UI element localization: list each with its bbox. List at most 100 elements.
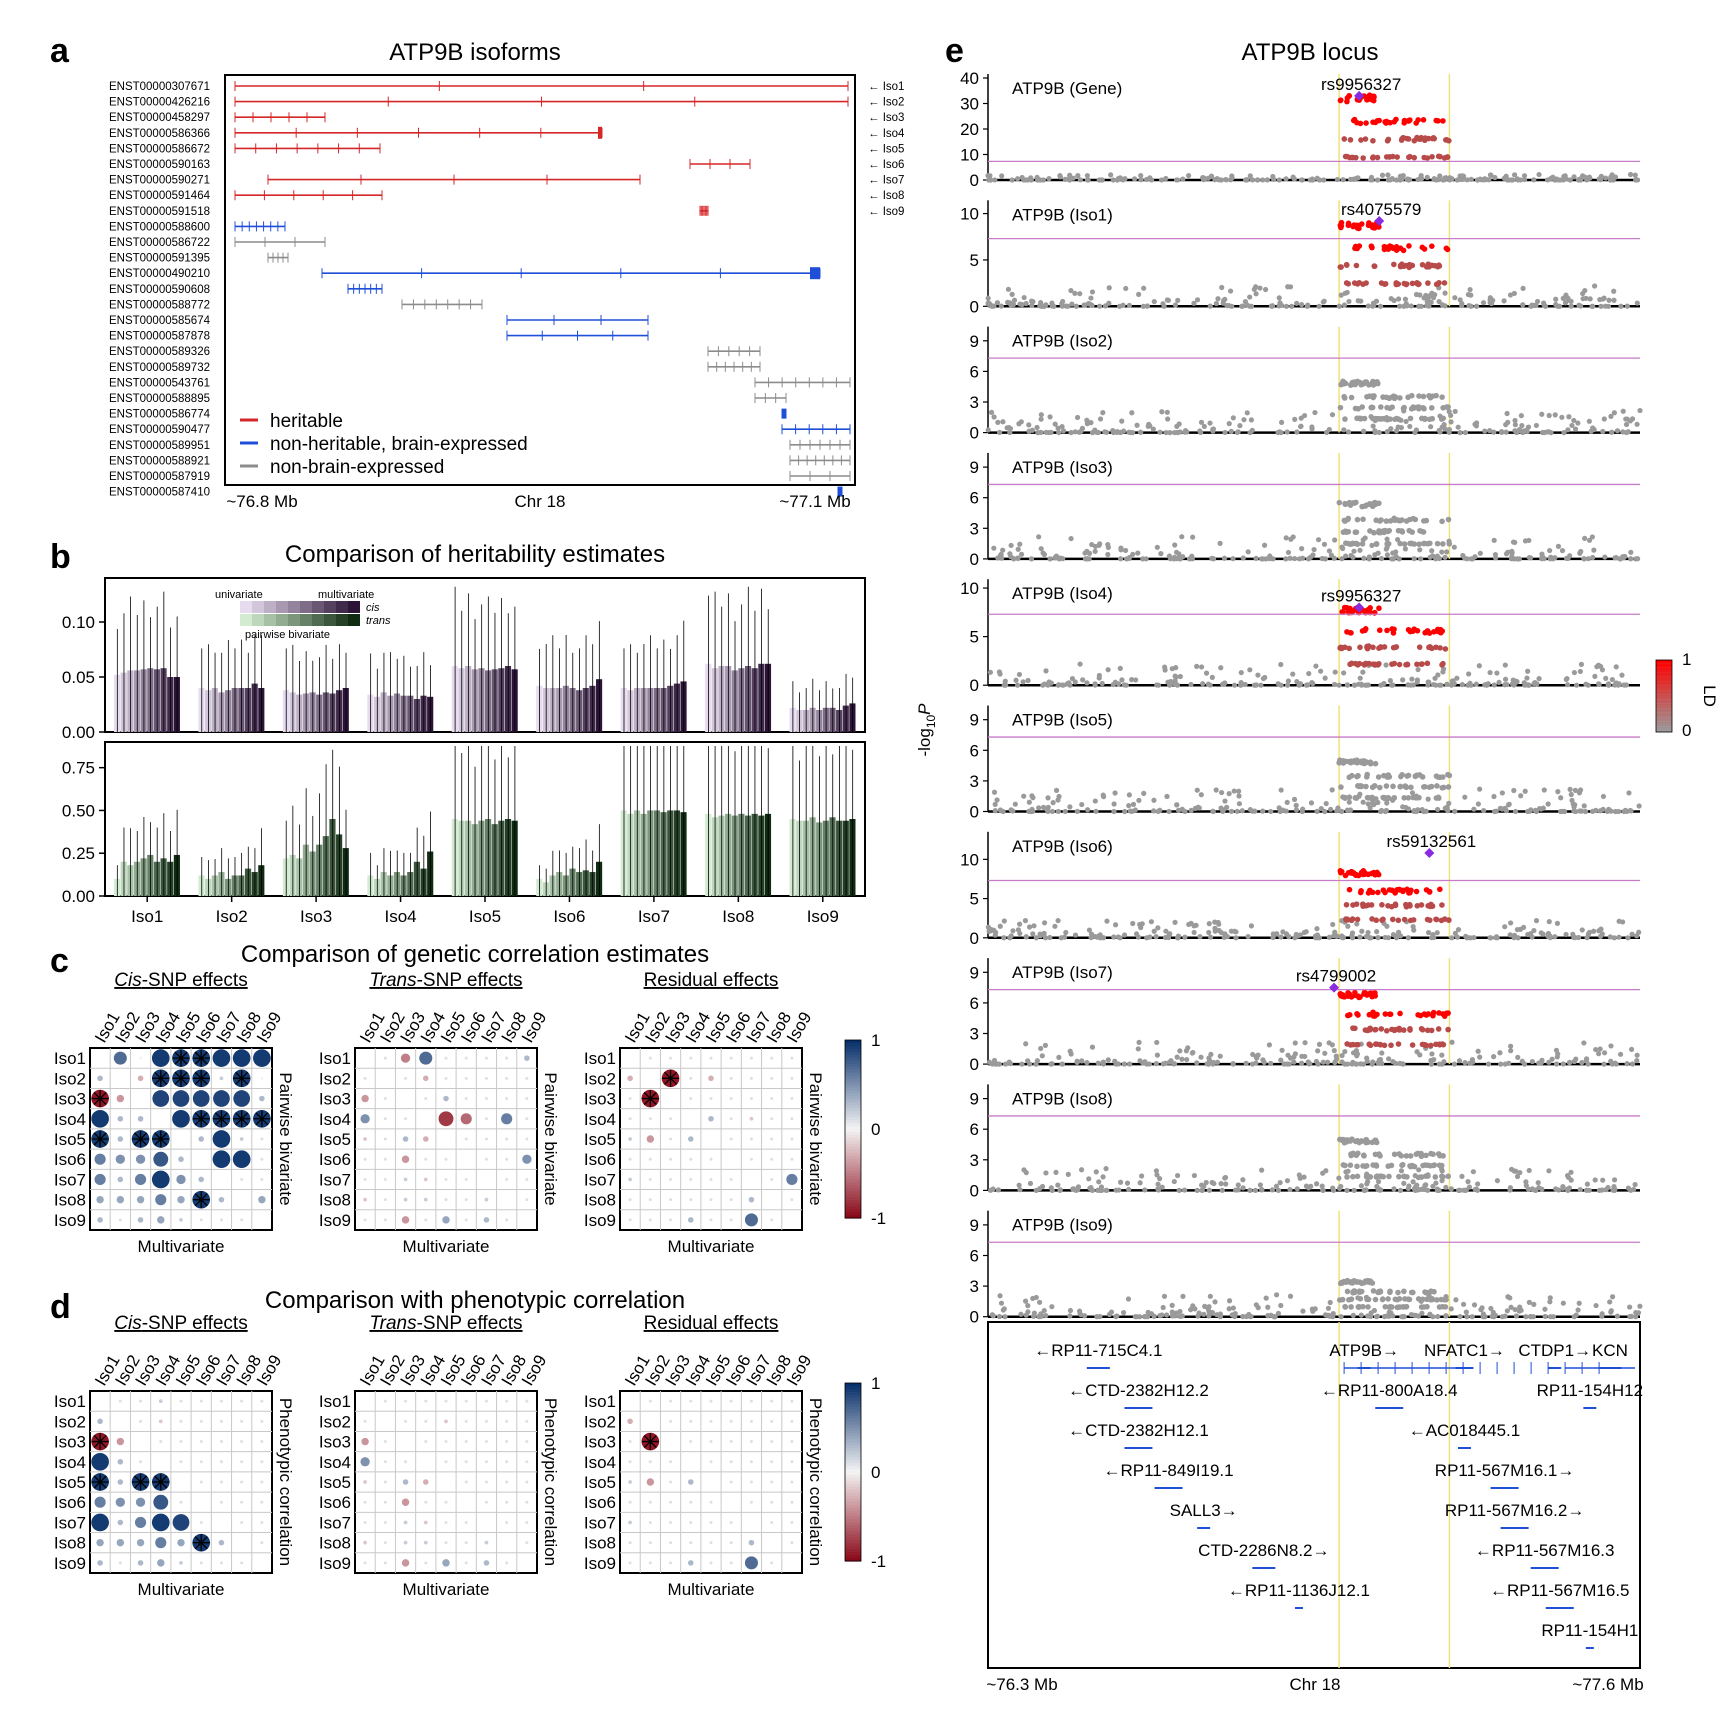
y-tick-label: 6: [970, 1120, 979, 1139]
colorbar-step: [845, 1480, 861, 1485]
snp-point: [1092, 427, 1098, 433]
snp-point: [1142, 1187, 1148, 1193]
snp-point: [1307, 554, 1314, 560]
row-label: Iso5: [54, 1473, 86, 1492]
snp-point: [1563, 176, 1569, 182]
snp-point: [1435, 795, 1442, 801]
snp-point: [1401, 916, 1408, 923]
snp-point: [1008, 554, 1014, 560]
snp-point: [1428, 405, 1435, 411]
matrix-ylabel: Phenotypic correlation: [806, 1398, 825, 1566]
corr-dot: [360, 1114, 370, 1124]
snp-point: [1381, 680, 1387, 687]
y-tick-label: 6: [970, 741, 979, 760]
snp-point: [1481, 807, 1487, 814]
snp-point: [1233, 935, 1239, 941]
snp-point: [1559, 414, 1565, 420]
snp-point: [1358, 221, 1365, 227]
snp-point: [1424, 174, 1430, 180]
row-label: Iso5: [54, 1130, 86, 1149]
snp-point: [1048, 429, 1054, 435]
snp-point: [1633, 1314, 1639, 1320]
corr-dot: [749, 1116, 754, 1121]
corr-dot: [749, 1460, 753, 1464]
snp-point: [1257, 1182, 1263, 1188]
colorbar-step: [845, 1397, 861, 1402]
snp-point: [1575, 1307, 1581, 1313]
snp-point: [1413, 120, 1419, 126]
snp-point: [1393, 116, 1399, 123]
snp-point: [1376, 627, 1383, 634]
corr-dot: [383, 1157, 387, 1161]
snp-point: [1144, 176, 1150, 183]
snp-point: [1342, 1162, 1348, 1169]
snp-point: [1397, 540, 1403, 547]
corr-dot: [422, 1075, 429, 1082]
snp-point: [1237, 423, 1243, 429]
snp-point: [1094, 934, 1100, 940]
snp-point: [1581, 556, 1587, 562]
snp-point: [1398, 1152, 1405, 1159]
snp-point: [1105, 541, 1111, 548]
colorbar-step: [845, 1146, 861, 1151]
snp-point: [1240, 1313, 1246, 1320]
snp-point: [1159, 409, 1165, 415]
snp-point: [1116, 1187, 1122, 1193]
snp-point: [1424, 298, 1430, 305]
corr-dot: [790, 1520, 794, 1524]
corr-dot: [505, 1076, 509, 1080]
corr-dot: [770, 1177, 774, 1181]
corr-dot: [152, 1090, 170, 1107]
corr-dot: [687, 1560, 694, 1566]
snp-point: [1163, 928, 1169, 934]
snp-point: [1028, 556, 1035, 562]
snp-point: [1079, 1058, 1085, 1064]
snp-point: [1385, 1296, 1391, 1302]
isoform-label: ← Iso1: [868, 81, 904, 93]
snp-point: [1430, 1009, 1437, 1016]
snp-point: [1347, 807, 1353, 814]
snp-point: [1541, 787, 1547, 793]
snp-point: [1561, 429, 1567, 436]
snp-point: [1207, 303, 1213, 309]
snp-point: [1201, 423, 1207, 430]
row-label: Iso8: [584, 1191, 616, 1210]
snp-point: [1189, 553, 1195, 559]
snp-point: [1003, 682, 1009, 688]
snp-point: [1386, 395, 1393, 401]
snp-point: [1343, 553, 1349, 559]
snp-point: [1508, 556, 1515, 562]
snp-point: [1368, 174, 1375, 180]
y-tick-label: 0.50: [62, 801, 95, 820]
significance-star: [93, 1092, 107, 1106]
snp-point: [988, 409, 995, 415]
snp-point: [1052, 923, 1058, 929]
snp-point: [1362, 503, 1368, 509]
snp-point: [1391, 297, 1397, 304]
snp-point: [1444, 246, 1451, 253]
corr-dot: [139, 1399, 143, 1403]
snp-point: [1560, 295, 1566, 302]
snp-point: [1405, 935, 1411, 941]
corr-dot: [749, 1399, 753, 1403]
snp-point: [1332, 669, 1338, 675]
snp-point: [1467, 680, 1473, 686]
corr-dot: [403, 1540, 408, 1545]
snp-point: [1505, 419, 1511, 425]
snp-point: [1132, 176, 1138, 182]
colorbar-step: [845, 1105, 861, 1109]
snp-point: [1436, 299, 1442, 305]
snp-point: [1468, 556, 1474, 562]
snp-point: [1028, 808, 1034, 815]
snp-point: [1365, 795, 1372, 801]
snp-point: [1548, 430, 1554, 436]
snp-point: [1357, 675, 1363, 681]
snp-point: [1021, 177, 1027, 183]
snp-point: [1452, 808, 1458, 814]
snp-point: [1017, 1187, 1023, 1193]
snp-point: [1138, 172, 1144, 179]
snp-point: [1367, 805, 1373, 811]
y-tick-label: 0: [970, 929, 979, 948]
corr-dot: [505, 1500, 509, 1504]
snp-point: [1441, 280, 1448, 286]
